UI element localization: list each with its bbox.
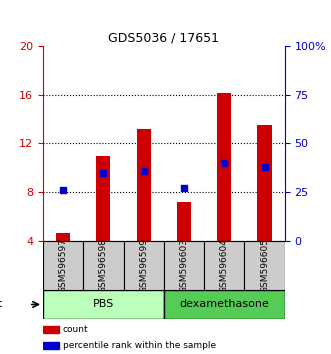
- FancyBboxPatch shape: [244, 241, 285, 290]
- Text: GSM596599: GSM596599: [139, 238, 148, 293]
- Bar: [217, 93, 231, 241]
- Bar: [137, 129, 151, 241]
- Text: count: count: [63, 325, 88, 334]
- FancyBboxPatch shape: [123, 241, 164, 290]
- Text: percentile rank within the sample: percentile rank within the sample: [63, 341, 216, 350]
- Bar: [177, 202, 191, 241]
- Text: GSM596604: GSM596604: [220, 238, 229, 293]
- Text: GSM596603: GSM596603: [179, 238, 188, 293]
- Text: GSM596598: GSM596598: [99, 238, 108, 293]
- FancyBboxPatch shape: [204, 241, 244, 290]
- Text: GSM596597: GSM596597: [59, 238, 68, 293]
- Bar: [43, 342, 59, 349]
- Title: GDS5036 / 17651: GDS5036 / 17651: [108, 32, 219, 45]
- Bar: [96, 155, 111, 241]
- Text: agent: agent: [0, 299, 3, 309]
- FancyBboxPatch shape: [43, 290, 164, 319]
- FancyBboxPatch shape: [164, 241, 204, 290]
- Text: dexamethasone: dexamethasone: [179, 299, 269, 309]
- FancyBboxPatch shape: [83, 241, 123, 290]
- Bar: [43, 326, 59, 333]
- Bar: [56, 233, 70, 241]
- Bar: [258, 125, 271, 241]
- Text: PBS: PBS: [93, 299, 114, 309]
- Text: GSM596605: GSM596605: [260, 238, 269, 293]
- FancyBboxPatch shape: [43, 241, 83, 290]
- FancyBboxPatch shape: [164, 290, 285, 319]
